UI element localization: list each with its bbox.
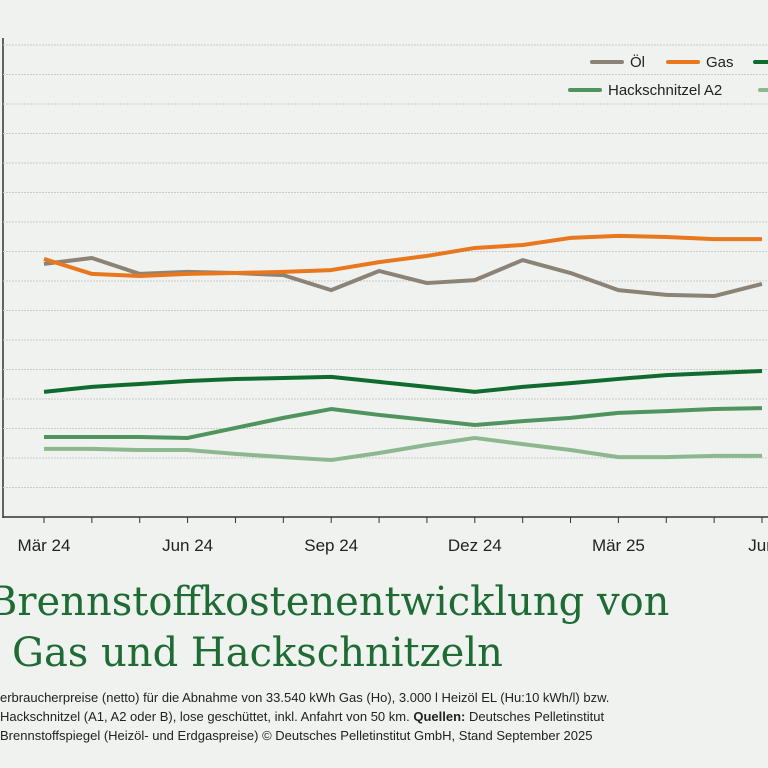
x-tick-label: Mär 25 (592, 536, 645, 555)
x-tick-label: Dez 24 (448, 536, 502, 555)
footnote: Deutsches Pelletinstitut (469, 709, 605, 724)
series-line (44, 406, 763, 440)
series-line (44, 435, 762, 463)
x-tick-label: Mär 24 (18, 536, 71, 555)
footnote: erbraucherpreise (netto) für die Abnahme… (0, 690, 609, 705)
x-tick-label: Jun (748, 536, 768, 555)
legend-label: Hackschnitzel A2 (608, 82, 722, 99)
legend-label: Öl (630, 53, 645, 71)
series-line (43, 233, 762, 278)
footnote: Hackschnitzel (A1, A2 oder B), lose gesc… (0, 709, 604, 724)
footnote: Hackschnitzel (A1, A2 oder B), lose gesc… (0, 709, 410, 724)
footnote: Brennstoffspiegel (Heizöl- und Erdgaspre… (0, 728, 592, 743)
footnote: Quellen: (413, 709, 465, 724)
series-line (43, 368, 763, 394)
legend-label: Gas (706, 54, 734, 71)
series-line (43, 255, 763, 299)
chart-title: Brennstoffkostenentwicklung von (0, 579, 669, 625)
x-tick-label: Sep 24 (304, 536, 358, 555)
chart-title: Gas und Hackschnitzeln (12, 630, 503, 676)
x-tick-label: Jun 24 (162, 536, 213, 555)
